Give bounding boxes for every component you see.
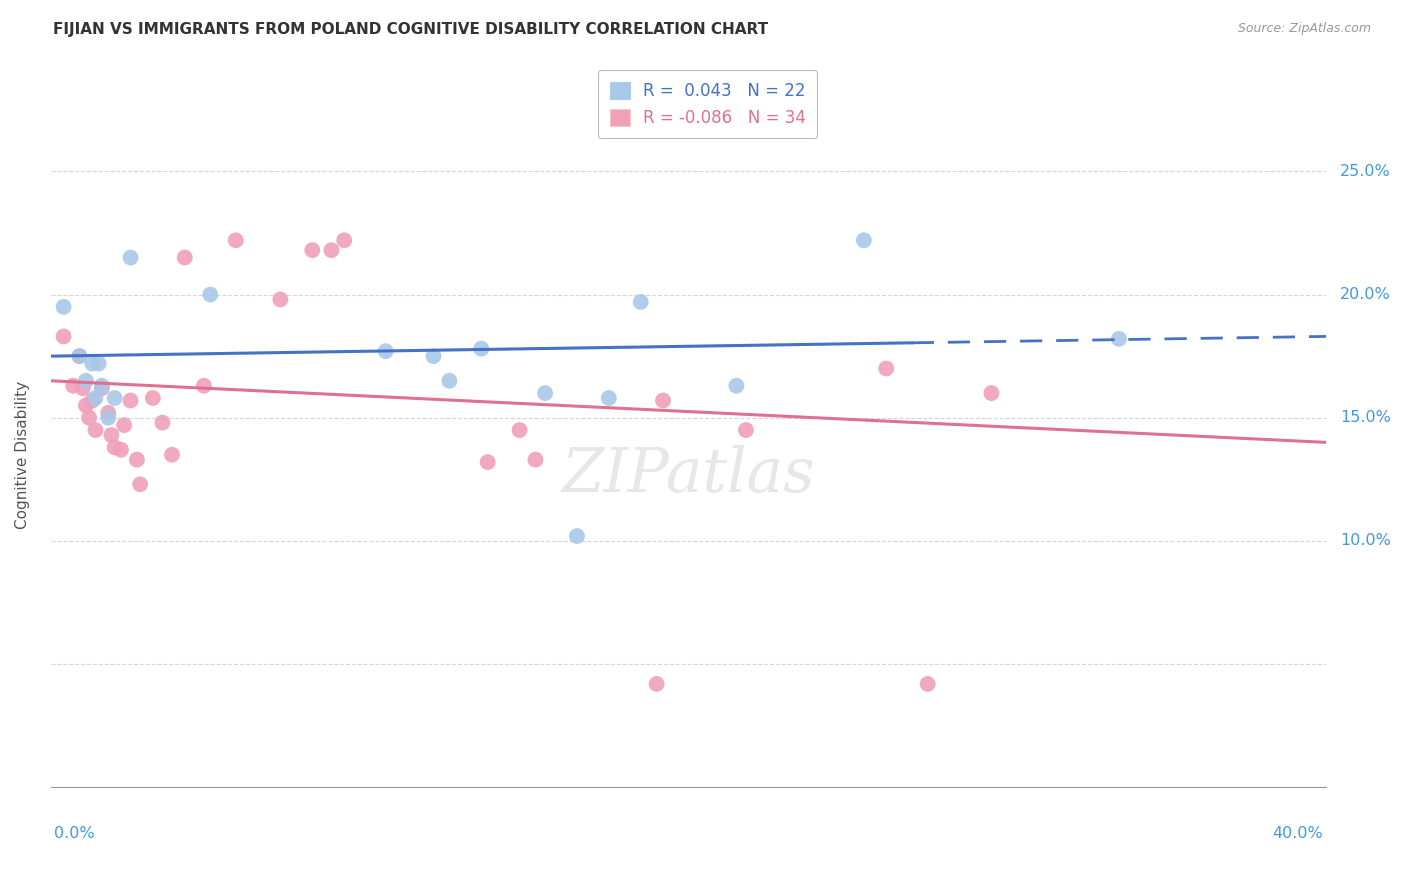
Point <box>160 448 183 462</box>
Text: Source: ZipAtlas.com: Source: ZipAtlas.com <box>1237 22 1371 36</box>
Point <box>104 440 127 454</box>
Point <box>333 233 356 247</box>
Text: FIJIAN VS IMMIGRANTS FROM POLAND COGNITIVE DISABILITY CORRELATION CHART: FIJIAN VS IMMIGRANTS FROM POLAND COGNITI… <box>53 22 769 37</box>
Point <box>142 391 165 405</box>
Point <box>193 378 215 392</box>
Point <box>1108 332 1130 346</box>
Point <box>84 423 107 437</box>
Point <box>652 393 675 408</box>
Point <box>269 293 291 307</box>
Point <box>725 378 748 392</box>
Point <box>470 342 492 356</box>
Text: 0.0%: 0.0% <box>53 826 94 841</box>
Point <box>84 391 107 405</box>
Point <box>565 529 588 543</box>
Point <box>97 410 120 425</box>
Point <box>321 243 343 257</box>
Point <box>477 455 499 469</box>
Point <box>110 442 132 457</box>
Text: 15.0%: 15.0% <box>1340 410 1391 425</box>
Point <box>120 251 142 265</box>
Text: 10.0%: 10.0% <box>1340 533 1391 549</box>
Point <box>52 329 75 343</box>
Text: ZIPatlas: ZIPatlas <box>562 445 815 505</box>
Point <box>645 677 668 691</box>
Point <box>125 452 148 467</box>
Point <box>72 381 94 395</box>
Y-axis label: Cognitive Disability: Cognitive Disability <box>15 381 30 529</box>
Point <box>90 381 112 395</box>
Point <box>120 393 142 408</box>
Point <box>735 423 758 437</box>
Point <box>630 294 652 309</box>
Point <box>52 300 75 314</box>
Text: 25.0%: 25.0% <box>1340 164 1391 178</box>
Point <box>917 677 939 691</box>
Point <box>852 233 875 247</box>
Point <box>77 410 100 425</box>
Point <box>90 378 112 392</box>
Point <box>534 386 557 401</box>
Point <box>82 357 104 371</box>
Point <box>152 416 174 430</box>
Point <box>301 243 323 257</box>
Point <box>104 391 127 405</box>
Point <box>62 378 84 392</box>
Point <box>875 361 897 376</box>
Point <box>598 391 620 405</box>
Legend: R =  0.043   N = 22, R = -0.086   N = 34: R = 0.043 N = 22, R = -0.086 N = 34 <box>598 70 817 138</box>
Point <box>69 349 91 363</box>
Point <box>200 287 222 301</box>
Text: 40.0%: 40.0% <box>1272 826 1323 841</box>
Point <box>980 386 1002 401</box>
Point <box>82 393 104 408</box>
Point <box>439 374 461 388</box>
Point <box>524 452 547 467</box>
Point <box>97 406 120 420</box>
Point <box>112 418 135 433</box>
Point <box>422 349 444 363</box>
Text: 20.0%: 20.0% <box>1340 287 1391 302</box>
Point <box>225 233 247 247</box>
Point <box>509 423 531 437</box>
Point <box>75 399 97 413</box>
Point <box>87 357 110 371</box>
Point <box>173 251 195 265</box>
Point <box>129 477 152 491</box>
Point <box>75 374 97 388</box>
Point <box>69 349 91 363</box>
Point <box>100 428 122 442</box>
Point <box>374 344 396 359</box>
